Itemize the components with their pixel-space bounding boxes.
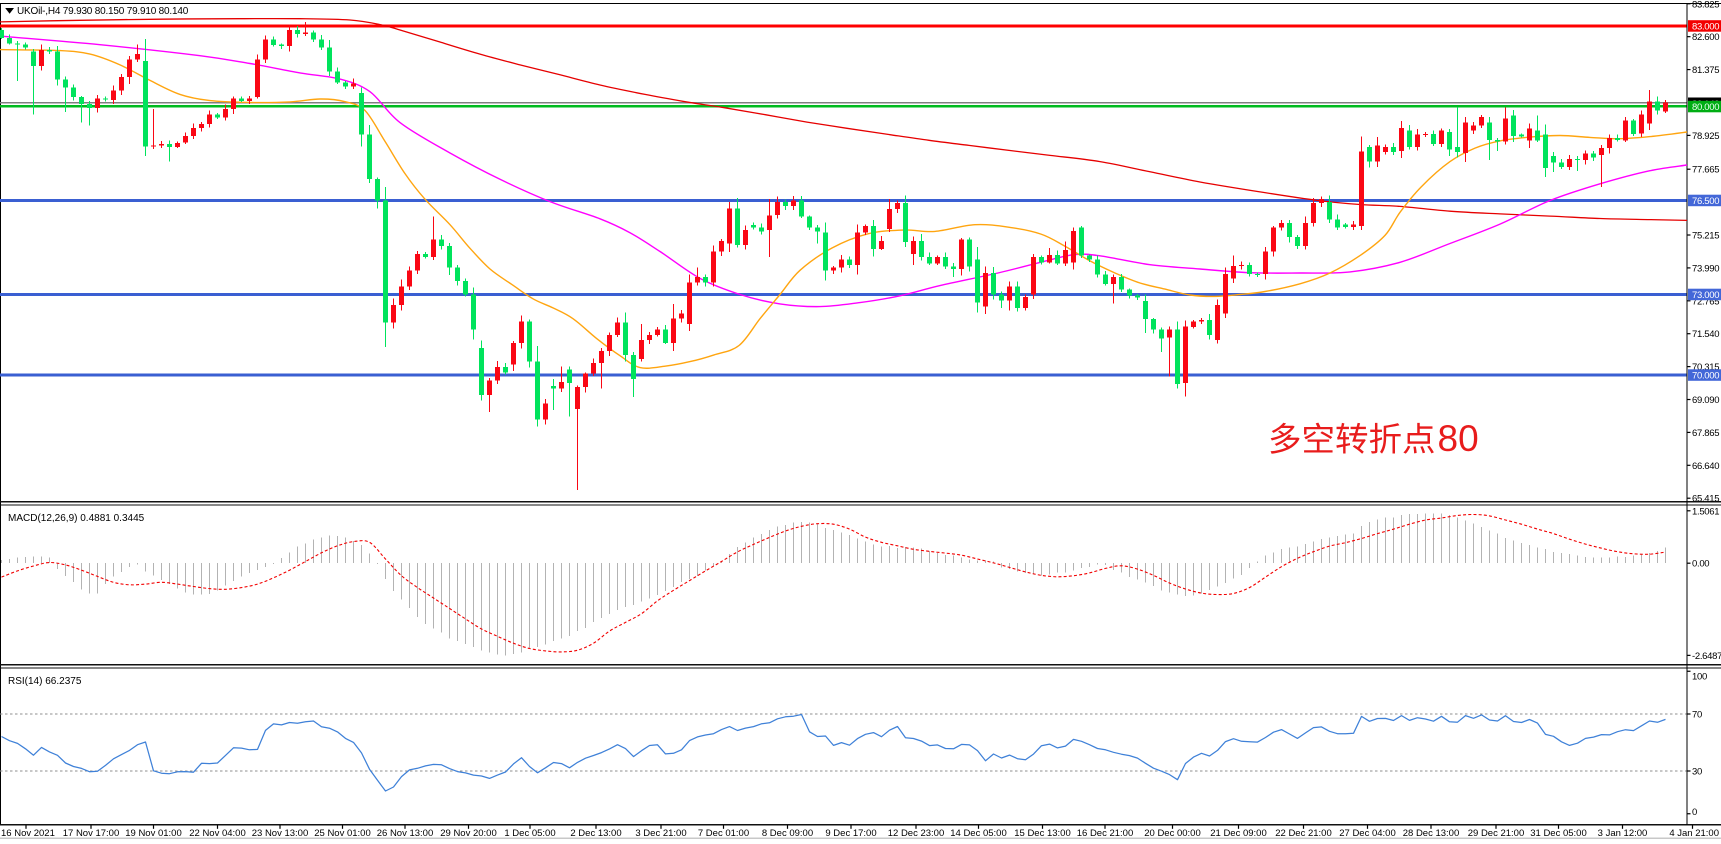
svg-text:0.00: 0.00 <box>1692 559 1709 570</box>
svg-text:29 Dec 21:00: 29 Dec 21:00 <box>1468 828 1525 839</box>
svg-text:77.665: 77.665 <box>1692 165 1719 176</box>
svg-text:16 Dec 21:00: 16 Dec 21:00 <box>1077 828 1134 839</box>
svg-text:28 Dec 13:00: 28 Dec 13:00 <box>1403 828 1460 839</box>
svg-text:70.315: 70.315 <box>1692 362 1719 373</box>
svg-text:7 Dec 01:00: 7 Dec 01:00 <box>698 828 749 839</box>
svg-text:UKOil-,H4 79.930 80.150 79.91: UKOil-,H4 79.930 80.150 79.910 80.140 <box>17 6 189 17</box>
svg-text:67.865: 67.865 <box>1692 428 1719 439</box>
svg-text:66.640: 66.640 <box>1692 461 1719 472</box>
svg-text:72.765: 72.765 <box>1692 296 1719 307</box>
svg-text:78.925: 78.925 <box>1692 131 1719 142</box>
svg-text:17 Nov 17:00: 17 Nov 17:00 <box>63 828 120 839</box>
svg-text:1 Dec 05:00: 1 Dec 05:00 <box>504 828 555 839</box>
svg-text:100: 100 <box>1692 672 1707 683</box>
svg-text:73.990: 73.990 <box>1692 263 1719 274</box>
svg-text:MACD(12,26,9) 0.4881 0.3445: MACD(12,26,9) 0.4881 0.3445 <box>8 513 145 524</box>
svg-text:75.215: 75.215 <box>1692 231 1719 242</box>
svg-text:69.090: 69.090 <box>1692 395 1719 406</box>
svg-text:0: 0 <box>1692 807 1697 818</box>
svg-text:1.5061: 1.5061 <box>1692 506 1719 517</box>
svg-text:RSI(14) 66.2375: RSI(14) 66.2375 <box>8 676 82 687</box>
svg-text:15 Dec 13:00: 15 Dec 13:00 <box>1014 828 1071 839</box>
svg-text:27 Dec 04:00: 27 Dec 04:00 <box>1339 828 1396 839</box>
svg-text:3 Jan 12:00: 3 Jan 12:00 <box>1598 828 1648 839</box>
svg-text:26 Nov 13:00: 26 Nov 13:00 <box>377 828 434 839</box>
svg-text:80.000: 80.000 <box>1692 102 1719 113</box>
svg-text:22 Dec 21:00: 22 Dec 21:00 <box>1275 828 1332 839</box>
svg-text:21 Dec 09:00: 21 Dec 09:00 <box>1210 828 1267 839</box>
svg-text:29 Nov 20:00: 29 Nov 20:00 <box>440 828 497 839</box>
svg-text:70: 70 <box>1692 710 1702 721</box>
svg-text:14 Dec 05:00: 14 Dec 05:00 <box>950 828 1007 839</box>
svg-text:83.825: 83.825 <box>1692 0 1719 10</box>
svg-text:22 Nov 04:00: 22 Nov 04:00 <box>189 828 246 839</box>
svg-text:16 Nov 2021: 16 Nov 2021 <box>1 828 55 839</box>
svg-text:70.000: 70.000 <box>1692 371 1719 382</box>
svg-text:83.000: 83.000 <box>1692 22 1719 33</box>
svg-text:82.600: 82.600 <box>1692 32 1719 43</box>
svg-text:25 Nov 01:00: 25 Nov 01:00 <box>314 828 371 839</box>
svg-text:3 Dec 21:00: 3 Dec 21:00 <box>635 828 686 839</box>
svg-text:19 Nov 01:00: 19 Nov 01:00 <box>125 828 182 839</box>
svg-text:9 Dec 17:00: 9 Dec 17:00 <box>825 828 876 839</box>
svg-text:65.415: 65.415 <box>1692 494 1719 505</box>
svg-text:4 Jan 21:00: 4 Jan 21:00 <box>1669 828 1719 839</box>
svg-text:81.375: 81.375 <box>1692 65 1719 76</box>
svg-text:76.500: 76.500 <box>1692 196 1719 207</box>
svg-text:73.000: 73.000 <box>1692 290 1719 301</box>
svg-text:23 Nov 13:00: 23 Nov 13:00 <box>252 828 309 839</box>
svg-text:-2.6487: -2.6487 <box>1692 651 1721 662</box>
svg-text:20 Dec 00:00: 20 Dec 00:00 <box>1144 828 1201 839</box>
svg-text:71.540: 71.540 <box>1692 329 1719 340</box>
svg-text:12 Dec 23:00: 12 Dec 23:00 <box>888 828 945 839</box>
svg-text:30: 30 <box>1692 767 1702 778</box>
svg-text:31 Dec 05:00: 31 Dec 05:00 <box>1530 828 1587 839</box>
svg-text:8 Dec 09:00: 8 Dec 09:00 <box>762 828 813 839</box>
svg-text:80: 80 <box>1438 418 1479 459</box>
svg-text:2 Dec 13:00: 2 Dec 13:00 <box>570 828 621 839</box>
